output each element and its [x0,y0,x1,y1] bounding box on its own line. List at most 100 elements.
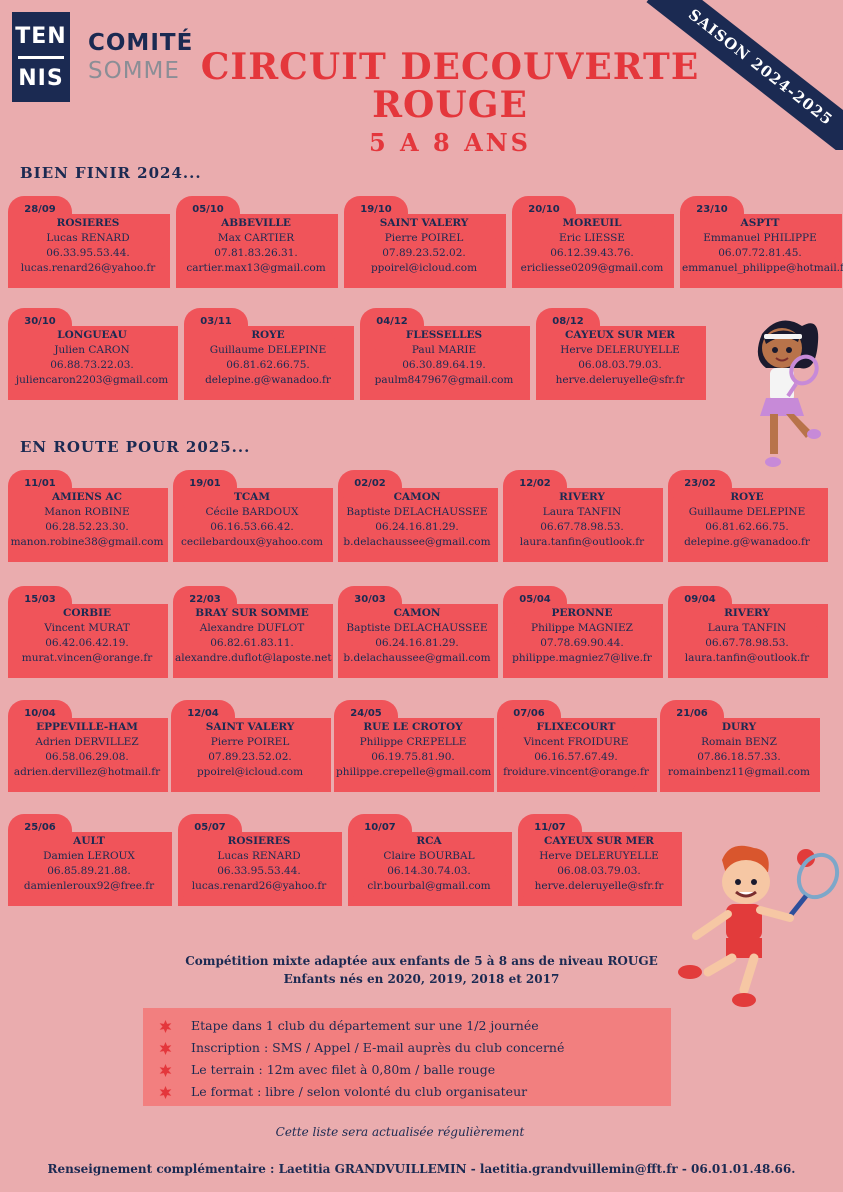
event-date: 25/06 [24,822,56,833]
contact-name: Baptiste DELACHAUSSEE [346,506,488,518]
email-address: manon.robine38@gmail.com [10,536,164,548]
event-card: 23/02 ROYE Guillaume DELEPINE 06.81.62.66.7… [668,470,830,566]
phone-number: 06.14.30.74.03. [387,865,471,877]
event-card: 05/04 PERONNE Philippe MAGNIEZ 07.78.69.90.… [503,586,665,682]
club-name: AULT [73,835,105,847]
page-title-color: ROUGE [372,84,528,126]
club-name: AMIENS AC [51,491,123,503]
contact-name: Paul MARIE [411,344,477,356]
contact-name: Philippe CREPELLE [359,736,467,748]
club-name: FLIXECOURT [536,721,616,733]
email-address: romainbenz11@gmail.com [668,766,810,778]
arrow-shape [344,214,506,288]
email-address: ericliesse0209@gmail.com [520,262,664,274]
contact-name: Herve DELERUYELLE [539,850,659,862]
event-card: 11/07 CAYEUX SUR MER Herve DELERUYELLE 06.0… [518,814,684,910]
event-date: 10/04 [24,708,56,719]
event-date: 30/03 [354,594,386,605]
club-name: ASPTT [740,217,780,229]
arrow-shape [338,604,498,678]
phone-number: 06.08.03.79.03. [578,359,662,371]
event-date: 05/04 [519,594,551,605]
email-address: juliencaron2203@gmail.com [15,374,169,386]
event-card: 30/03 CAMON Baptiste DELACHAUSSEE 06.24.16.… [338,586,500,682]
email-address: laura.tanfin@outlook.fr [519,536,645,548]
info-box: Etape dans 1 club du département sur une… [143,1008,671,1106]
arrow-shape [173,604,333,678]
contact-name: Guillaume DELEPINE [688,506,806,518]
arrow-shape [176,214,338,288]
event-date: 28/09 [24,204,56,215]
email-address: ppoirel@icloud.com [370,262,478,274]
club-name: LONGUEAU [57,329,127,341]
event-date: 08/12 [552,316,584,327]
email-address: paulm847967@gmail.com [374,374,514,386]
event-card: 21/06 DURY Romain BENZ 07.86.18.57.33. romai… [660,700,822,796]
club-name: FLESSELLES [405,329,483,341]
club-name: EPPEVILLE-HAM [36,721,138,733]
arrow-shape [360,326,530,400]
contact-name: Guillaume DELEPINE [209,344,327,356]
phone-number: 06.24.16.81.29. [375,521,459,533]
somme-label: SOMME [88,58,180,84]
event-date: 23/10 [696,204,728,215]
contact-name: Manon ROBINE [44,506,130,518]
club-name: TCAM [234,491,270,503]
event-card: 10/07 RCA Claire BOURBAL 06.14.30.74.03. clr… [348,814,514,910]
arrow-shape [518,832,682,906]
event-card: 10/04 EPPEVILLE-HAM Adrien DERVILLEZ 06.58.… [8,700,170,796]
phone-number: 07.81.83.26.31. [214,247,298,259]
arrow-shape [503,488,663,562]
contact-name: Laura TANFIN [542,506,622,518]
phone-number: 06.16.57.67.49. [534,751,618,763]
event-card: 02/02 CAMON Baptiste DELACHAUSSEE 06.24.16.… [338,470,500,566]
arrow-shape [8,832,172,906]
phone-number: 06.19.75.81.90. [371,751,455,763]
event-card: 24/05 RUE LE CROTOY Philippe CREPELLE 06.19… [334,700,496,796]
club-name: ROYE [730,491,764,503]
star-bullet-icon [159,1086,172,1099]
contact-name: Pierre POIREL [210,736,290,748]
contact-name: Emmanuel PHILIPPE [703,232,817,244]
arrow-shape [536,326,706,400]
email-address: froidure.vincent@orange.fr [503,766,649,778]
event-card: 25/06 AULT Damien LEROUX 06.85.89.21.88. dam… [8,814,174,910]
club-name: CAMON [393,491,441,503]
event-card: 19/10 SAINT VALERY Pierre POIREL 07.89.23.5… [344,196,508,292]
contact-name: Pierre POIREL [384,232,464,244]
event-card: 15/03 CORBIE Vincent MURAT 06.42.06.42.19. m… [8,586,170,682]
contact-name: Cécile BARDOUX [205,506,299,518]
club-name: RIVERY [724,607,770,619]
event-date: 12/02 [519,478,551,489]
club-name: RCA [416,835,442,847]
contact-name: Vincent MURAT [44,622,130,634]
phone-number: 06.30.89.64.19. [402,359,486,371]
logo-bar [18,56,64,59]
phone-number: 06.85.89.21.88. [47,865,131,877]
season-ribbon: SAISON 2024-2025 [600,0,843,150]
logo-text-top: TEN [15,24,67,49]
arrow-shape [668,604,828,678]
email-address: b.delachaussee@gmail.com [343,536,491,548]
club-name: CORBIE [62,607,112,619]
event-date: 22/03 [189,594,221,605]
birth-years: Enfants nés en 2020, 2019, 2018 et 2017 [283,972,560,986]
event-date: 24/05 [350,708,382,719]
email-address: cecilebardoux@yahoo.com [180,536,324,548]
club-name: SAINT VALERY [205,721,295,733]
phone-number: 06.58.06.29.08. [45,751,129,763]
arrow-shape [668,488,828,562]
email-address: emmanuel_philippe@hotmail.fr [682,262,843,274]
club-name: CAYEUX SUR MER [544,835,654,847]
contact-name: Romain BENZ [701,736,777,748]
event-card: 30/10 LONGUEAU Julien CARON 06.88.73.22.03.… [8,308,180,404]
event-date: 15/03 [24,594,56,605]
phone-number: 07.89.23.52.02. [208,751,292,763]
event-date: 11/01 [24,478,56,489]
arrow-shape [184,326,354,400]
logo-text-bottom: NIS [18,66,64,91]
email-address: herve.deleruyelle@sfr.fr [555,374,685,386]
club-name: ROSIERES [56,217,120,229]
contact-name: Adrien DERVILLEZ [35,736,139,748]
club-name: ROYE [251,329,285,341]
